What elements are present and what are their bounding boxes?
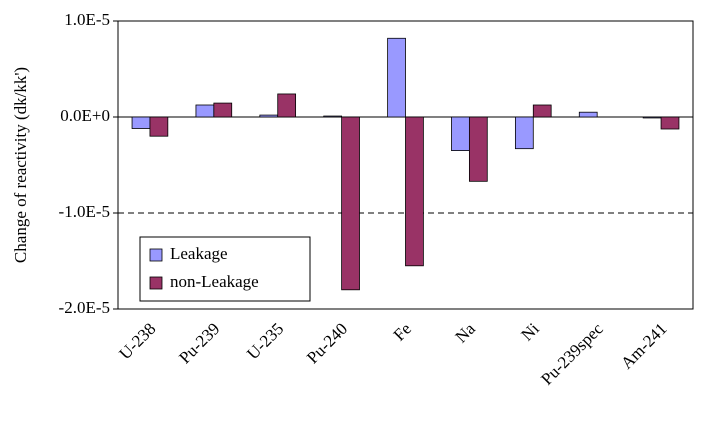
legend-swatch	[149, 276, 163, 290]
legend-label: non-Leakage	[170, 272, 259, 291]
x-tick-label: Pu-240	[303, 319, 351, 367]
bar	[195, 104, 215, 118]
bar	[259, 114, 279, 118]
legend-box	[139, 236, 311, 302]
x-tick-label: Pu-239	[175, 319, 223, 367]
bar	[660, 116, 680, 130]
bar	[468, 116, 488, 182]
legend-label: Leakage	[170, 244, 228, 263]
bar	[514, 116, 534, 150]
bar	[405, 116, 424, 267]
bar	[277, 93, 297, 118]
bar	[642, 116, 662, 119]
x-tick-label: U-235	[243, 319, 287, 363]
legend-swatch	[149, 248, 163, 262]
x-tick-label: Am-241	[617, 319, 671, 373]
plot-area	[117, 20, 694, 310]
y-tick-label: 1.0E-5	[64, 10, 110, 29]
x-tick-label: Na	[452, 319, 480, 347]
bar	[323, 115, 343, 118]
x-tick-label: U-238	[115, 319, 159, 363]
bar	[149, 116, 169, 137]
bar	[578, 111, 598, 118]
x-tick-label: Ni	[517, 319, 543, 345]
y-tick-label: -1.0E-5	[59, 202, 110, 221]
bar	[387, 37, 406, 118]
bar	[213, 102, 233, 118]
x-tick-label: Pu-239spec	[537, 319, 607, 389]
y-tick-label: -2.0E-5	[59, 298, 110, 317]
bar	[451, 116, 470, 151]
bar	[341, 116, 360, 291]
y-tick-label: 0.0E+0	[60, 106, 110, 125]
bar	[131, 116, 151, 129]
bar	[532, 104, 552, 118]
y-axis-label: Change of reactivity (dk/kk')	[11, 67, 30, 263]
x-tick-label: Fe	[390, 319, 415, 344]
